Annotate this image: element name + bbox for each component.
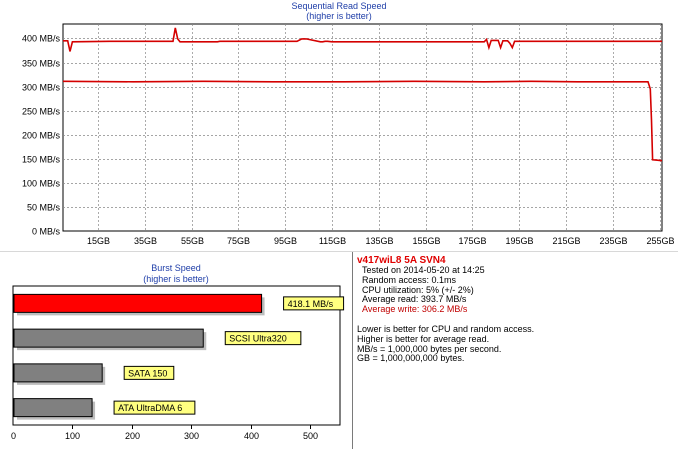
random-access: Random access: 0.1ms <box>362 274 457 285</box>
y-tick-label: 400 MB/s <box>22 34 61 44</box>
x-tick-label: 175GB <box>458 236 486 246</box>
read-speed-line <box>63 27 662 52</box>
section-divider-horizontal <box>0 251 678 252</box>
note-line: MB/s = 1,000,000 bytes per second. <box>357 343 502 354</box>
note-line: Lower is better for CPU and random acces… <box>357 323 535 334</box>
y-tick-label: 300 MB/s <box>22 83 61 93</box>
y-tick-label: 100 MB/s <box>22 179 61 189</box>
cpu-utilization: CPU utilization: 5% (+/- 2%) <box>362 284 474 295</box>
burst-speed-chart: 0 100 200 300 400 500 418.1 MB/s SCSI Ultra320 S… <box>11 285 345 441</box>
bar-label-box <box>113 400 196 415</box>
burst-bar <box>13 293 263 313</box>
bar-label-box <box>283 296 345 311</box>
drive-name: v417wiL8 5A SVN4 <box>357 255 446 266</box>
burst-bar <box>13 398 93 418</box>
y-tick-label: 0 MB/s <box>32 227 61 237</box>
sequential-read-title: Sequential Read Speed <box>291 1 387 11</box>
x-tick-label: 100 <box>65 431 80 441</box>
write-speed-line <box>62 80 663 162</box>
x-tick-label: 35GB <box>134 236 157 246</box>
x-tick-label: 215GB <box>552 236 580 246</box>
note-line: GB = 1,000,000,000 bytes. <box>357 353 465 364</box>
x-tick-label: 95GB <box>274 236 297 246</box>
y-tick-label: 150 MB/s <box>22 155 61 165</box>
sequential-read-chart: 0 MB/s 50 MB/s 100 MB/s 150 MB/s 200 MB/s 250… <box>22 23 675 246</box>
x-tick-label: 155GB <box>412 236 440 246</box>
x-tick-label: 0 <box>11 431 16 441</box>
drive-info-panel: v417wiL8 5A SVN4 Tested on 2014-05-20 at… <box>357 255 675 364</box>
x-tick-label: 55GB <box>181 236 204 246</box>
x-tick-label: 200 <box>125 431 140 441</box>
y-tick-label: 50 MB/s <box>27 203 61 213</box>
burst-bar <box>13 328 204 348</box>
x-tick-label: 195GB <box>505 236 533 246</box>
x-tick-label: 400 <box>244 431 259 441</box>
y-tick-label: 350 MB/s <box>22 59 61 69</box>
y-tick-label: 250 MB/s <box>22 107 61 117</box>
x-tick-label: 255GB <box>646 236 674 246</box>
x-tick-label: 300 <box>184 431 199 441</box>
x-tick-label: 75GB <box>227 236 250 246</box>
burst-bar <box>13 363 103 383</box>
burst-speed-subtitle: (higher is better) <box>143 274 209 284</box>
sequential-read-subtitle: (higher is better) <box>306 11 372 21</box>
x-tick-label: 115GB <box>319 236 346 246</box>
test-date: Tested on 2014-05-20 at 14:25 <box>362 265 485 275</box>
plot-area <box>62 23 663 232</box>
average-read: Average read: 393.7 MB/s <box>362 294 467 305</box>
bar-label: SCSI Ultra320 <box>229 334 287 344</box>
x-tick-label: 15GB <box>87 236 110 246</box>
average-write: Average write: 306.2 MB/s <box>362 304 468 315</box>
bar-label: SATA 150 <box>128 368 167 378</box>
bar-label-box <box>123 365 175 380</box>
bar-label: 418.1 MB/s <box>288 299 334 309</box>
burst-speed-title: Burst Speed <box>151 263 201 273</box>
x-tick-label: 500 <box>303 431 318 441</box>
note-line: Higher is better for average read. <box>357 333 490 344</box>
x-tick-label: 135GB <box>365 236 393 246</box>
section-divider-vertical <box>352 252 353 449</box>
y-tick-label: 200 MB/s <box>22 131 61 141</box>
bar-label: ATA UltraDMA 6 <box>118 403 182 413</box>
bar-label-box <box>224 331 302 346</box>
x-tick-label: 235GB <box>599 236 627 246</box>
